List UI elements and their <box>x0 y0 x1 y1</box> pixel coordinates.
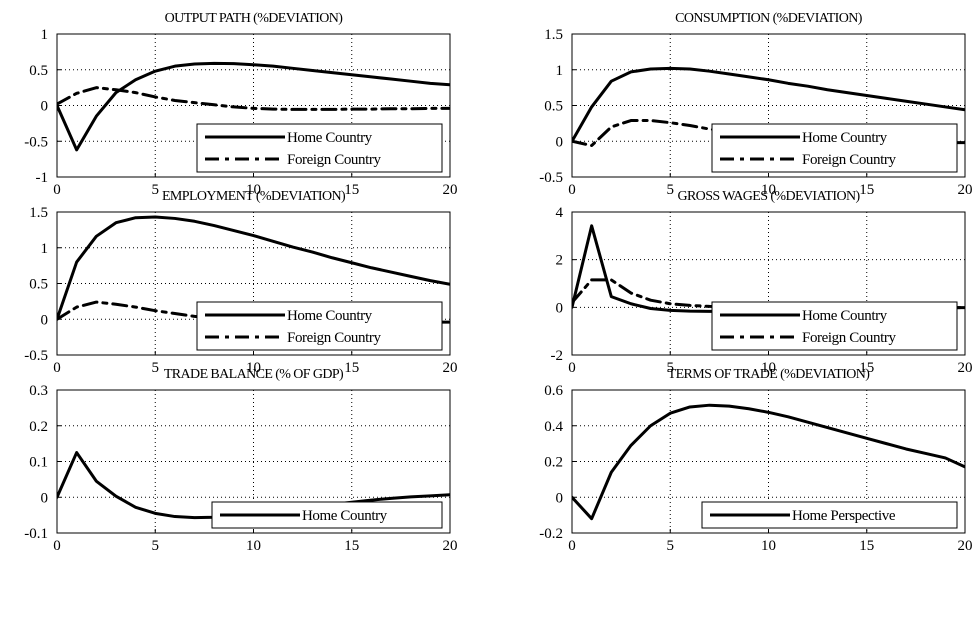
x-tick-label: 0 <box>568 360 576 376</box>
x-tick-label: 20 <box>958 360 973 376</box>
legend-box <box>196 301 443 351</box>
chart-title: OUTPUT PATH (%DEVIATION) <box>165 11 344 26</box>
series-line-foreign <box>57 86 450 111</box>
y-tick-label: 1 <box>556 63 564 79</box>
x-tick-label: 20 <box>443 360 458 376</box>
y-tick-label: -0.5 <box>24 134 48 150</box>
x-tick-label: 0 <box>53 538 61 554</box>
y-tick-label: 1.5 <box>29 205 48 221</box>
x-tick-label: 5 <box>667 182 675 198</box>
legend-box <box>196 123 443 173</box>
legend-label: Home Country <box>287 130 373 146</box>
y-tick-label: 0.1 <box>29 455 48 471</box>
x-tick-label: 5 <box>667 538 675 554</box>
x-tick-label: 15 <box>344 538 359 554</box>
y-tick-label: 0.3 <box>29 383 48 399</box>
x-tick-label: 10 <box>246 360 261 376</box>
x-tick-label: 10 <box>246 538 261 554</box>
chart-panel-5: 0 5 10 15 20 -0.1 0 0.1 0.2 0.3 TRADE BALANCE (% O… <box>24 367 457 554</box>
y-tick-label: 1 <box>41 27 49 43</box>
legend-box <box>711 301 958 351</box>
y-tick-label: -0.5 <box>539 170 563 186</box>
x-tick-label: 15 <box>859 360 874 376</box>
series-line-home <box>572 66 965 143</box>
legend: Home Country Foreign Country <box>711 301 958 351</box>
y-tick-label: 0 <box>41 490 49 506</box>
y-tick-label: 0.2 <box>29 419 48 435</box>
chart-panel-3: 0 5 10 15 20 -0.5 0 0.5 1 1.5 EMPLOYMENT (%DEVIATI… <box>24 189 457 376</box>
x-tick-label: 20 <box>443 538 458 554</box>
y-tick-label: 0.5 <box>544 99 563 115</box>
x-tick-label: 20 <box>443 182 458 198</box>
x-tick-label: 5 <box>152 182 160 198</box>
x-tick-label: 0 <box>53 360 61 376</box>
y-tick-label: 0 <box>556 300 564 316</box>
x-tick-label: 5 <box>667 360 675 376</box>
x-tick-label: 0 <box>53 182 61 198</box>
x-tick-label: 15 <box>859 538 874 554</box>
y-tick-label: 1 <box>41 241 49 257</box>
chart-title: TRADE BALANCE (% OF GDP) <box>164 367 344 382</box>
legend: Home Country Foreign Country <box>711 123 958 173</box>
legend-label: Home Country <box>302 508 388 524</box>
y-tick-label: -0.1 <box>24 526 48 542</box>
y-tick-label: 0.2 <box>544 455 563 471</box>
legend-box <box>711 123 958 173</box>
series-line-home <box>57 61 450 152</box>
legend: Home Perspective <box>701 501 958 529</box>
legend-label: Home Country <box>802 130 888 146</box>
y-tick-label: 0.6 <box>544 383 563 399</box>
legend-label: Foreign Country <box>287 152 381 168</box>
chart-panel-6: 0 5 10 15 20 -0.2 0 0.2 0.4 0.6 TERMS OF TRADE (%D… <box>539 367 972 554</box>
x-tick-label: 0 <box>568 538 576 554</box>
y-tick-label: -1 <box>36 170 49 186</box>
x-tick-label: 5 <box>152 360 160 376</box>
x-tick-label: 20 <box>958 182 973 198</box>
chart-panel-2: 0 5 10 15 20 -0.5 0 0.5 1 1.5 CONSUMPTION (%DEVIAT… <box>539 11 972 198</box>
legend-label: Foreign Country <box>802 152 896 168</box>
y-tick-label: 0 <box>556 134 564 150</box>
y-tick-label: -0.2 <box>539 526 563 542</box>
legend: Home Country <box>211 501 443 529</box>
y-tick-label: 4 <box>556 205 564 221</box>
chart-title: CONSUMPTION (%DEVIATION) <box>675 11 863 26</box>
y-tick-label: 0 <box>41 99 49 115</box>
y-tick-label: -0.5 <box>24 348 48 364</box>
x-tick-label: 10 <box>761 538 776 554</box>
x-tick-label: 15 <box>859 182 874 198</box>
y-tick-label: -2 <box>551 348 564 364</box>
legend-label: Home Country <box>802 308 888 324</box>
legend-label: Home Perspective <box>792 508 896 524</box>
legend-label: Foreign Country <box>802 330 896 346</box>
legend-label: Home Country <box>287 308 373 324</box>
y-tick-label: 1.5 <box>544 27 563 43</box>
chart-title: TERMS OF TRADE (%DEVIATION) <box>668 367 871 382</box>
y-tick-label: 0 <box>556 490 564 506</box>
y-tick-label: 0.5 <box>29 277 48 293</box>
y-tick-label: 0.4 <box>544 419 563 435</box>
x-tick-label: 15 <box>344 182 359 198</box>
x-tick-label: 20 <box>958 538 973 554</box>
y-tick-label: 2 <box>556 253 564 269</box>
legend-label: Foreign Country <box>287 330 381 346</box>
chart-title: EMPLOYMENT (%DEVIATION) <box>162 189 346 204</box>
y-tick-label: 0 <box>41 312 49 328</box>
x-tick-label: 5 <box>152 538 160 554</box>
x-tick-label: 10 <box>761 360 776 376</box>
x-tick-label: 10 <box>761 182 776 198</box>
x-tick-label: 0 <box>568 182 576 198</box>
series-line-home <box>572 403 965 521</box>
x-tick-label: 10 <box>246 182 261 198</box>
legend: Home Country Foreign Country <box>196 123 443 173</box>
legend: Home Country Foreign Country <box>196 301 443 351</box>
y-tick-label: 0.5 <box>29 63 48 79</box>
chart-title: GROSS WAGES (%DEVIATION) <box>677 189 860 204</box>
chart-panel-1: 0 5 10 15 20 -1 -0.5 0 0.5 1 OUTPUT PATH (%DEVIATI… <box>24 11 457 198</box>
x-tick-label: 15 <box>344 360 359 376</box>
series-line-home <box>57 215 450 321</box>
